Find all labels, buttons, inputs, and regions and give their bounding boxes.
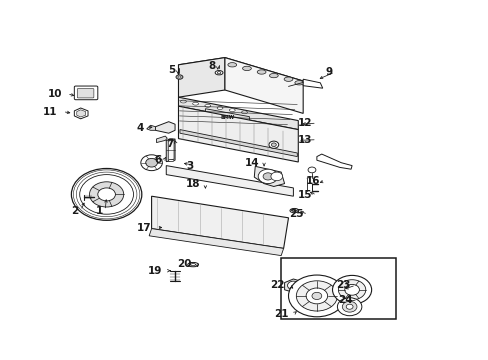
Circle shape xyxy=(263,173,272,180)
Circle shape xyxy=(71,168,142,220)
Text: 5: 5 xyxy=(167,65,175,75)
Ellipse shape xyxy=(242,66,251,71)
Text: 6: 6 xyxy=(154,155,161,165)
Circle shape xyxy=(307,167,315,173)
Text: 4: 4 xyxy=(137,123,144,133)
Circle shape xyxy=(332,275,371,304)
Ellipse shape xyxy=(180,100,186,103)
Polygon shape xyxy=(178,58,224,97)
Polygon shape xyxy=(303,79,322,88)
Ellipse shape xyxy=(187,262,198,267)
Polygon shape xyxy=(168,140,174,161)
Text: 15: 15 xyxy=(297,190,311,200)
Circle shape xyxy=(89,182,123,207)
Polygon shape xyxy=(166,166,293,196)
Text: 23: 23 xyxy=(336,280,350,290)
Circle shape xyxy=(141,155,162,171)
Polygon shape xyxy=(254,166,284,186)
Ellipse shape xyxy=(241,111,247,114)
Circle shape xyxy=(270,172,282,181)
Ellipse shape xyxy=(291,210,296,212)
Polygon shape xyxy=(178,58,303,88)
Ellipse shape xyxy=(217,72,221,74)
Text: 24: 24 xyxy=(338,294,352,305)
Polygon shape xyxy=(284,279,302,292)
Ellipse shape xyxy=(257,70,265,74)
Text: 16: 16 xyxy=(305,176,320,186)
Polygon shape xyxy=(77,110,85,117)
Polygon shape xyxy=(155,122,175,133)
Ellipse shape xyxy=(168,159,174,162)
Text: 2: 2 xyxy=(71,206,78,216)
Circle shape xyxy=(145,158,157,167)
Polygon shape xyxy=(156,136,167,143)
Polygon shape xyxy=(146,125,155,130)
Polygon shape xyxy=(151,196,288,248)
Circle shape xyxy=(258,169,277,184)
Text: 1: 1 xyxy=(95,206,102,216)
Circle shape xyxy=(344,284,359,295)
Circle shape xyxy=(311,292,321,300)
Polygon shape xyxy=(166,139,175,162)
Polygon shape xyxy=(74,108,88,119)
Polygon shape xyxy=(149,229,283,256)
Text: 18: 18 xyxy=(185,179,200,189)
Polygon shape xyxy=(180,130,297,157)
Ellipse shape xyxy=(227,63,236,67)
FancyBboxPatch shape xyxy=(77,89,94,98)
Ellipse shape xyxy=(289,208,298,213)
Text: 10: 10 xyxy=(47,89,62,99)
Text: 21: 21 xyxy=(273,309,288,319)
Text: 11: 11 xyxy=(43,107,58,117)
Circle shape xyxy=(342,301,356,312)
Ellipse shape xyxy=(190,264,195,266)
Ellipse shape xyxy=(229,109,235,112)
Circle shape xyxy=(287,281,299,290)
Text: 22: 22 xyxy=(269,280,284,290)
FancyBboxPatch shape xyxy=(74,86,98,100)
Ellipse shape xyxy=(168,139,174,141)
Circle shape xyxy=(296,281,337,311)
Text: 3: 3 xyxy=(185,161,193,171)
Ellipse shape xyxy=(294,81,303,85)
Polygon shape xyxy=(178,97,298,130)
Text: 12: 12 xyxy=(297,118,311,128)
Ellipse shape xyxy=(217,107,223,109)
Text: 9: 9 xyxy=(325,67,332,77)
Circle shape xyxy=(337,298,361,316)
Bar xyxy=(281,258,395,319)
Text: 25: 25 xyxy=(288,209,303,219)
Ellipse shape xyxy=(215,71,223,75)
Text: 19: 19 xyxy=(148,266,162,276)
Text: 8: 8 xyxy=(207,60,215,71)
Polygon shape xyxy=(224,58,303,113)
Ellipse shape xyxy=(176,75,183,79)
Ellipse shape xyxy=(269,73,278,78)
Ellipse shape xyxy=(204,104,210,107)
Text: 14: 14 xyxy=(244,158,259,168)
Circle shape xyxy=(98,188,115,201)
Ellipse shape xyxy=(192,102,198,105)
Text: 7: 7 xyxy=(166,139,173,149)
Text: 17: 17 xyxy=(137,222,151,233)
Circle shape xyxy=(305,288,327,304)
Circle shape xyxy=(80,175,133,214)
Circle shape xyxy=(346,304,352,309)
Polygon shape xyxy=(205,109,249,127)
Text: BMW: BMW xyxy=(220,115,234,120)
Text: 20: 20 xyxy=(177,258,191,269)
Circle shape xyxy=(268,141,278,148)
Ellipse shape xyxy=(284,77,292,81)
Circle shape xyxy=(338,280,365,300)
Circle shape xyxy=(288,275,345,317)
Circle shape xyxy=(271,143,276,147)
Ellipse shape xyxy=(177,76,181,78)
Polygon shape xyxy=(178,106,298,162)
Polygon shape xyxy=(316,154,351,169)
Text: 13: 13 xyxy=(297,135,311,145)
